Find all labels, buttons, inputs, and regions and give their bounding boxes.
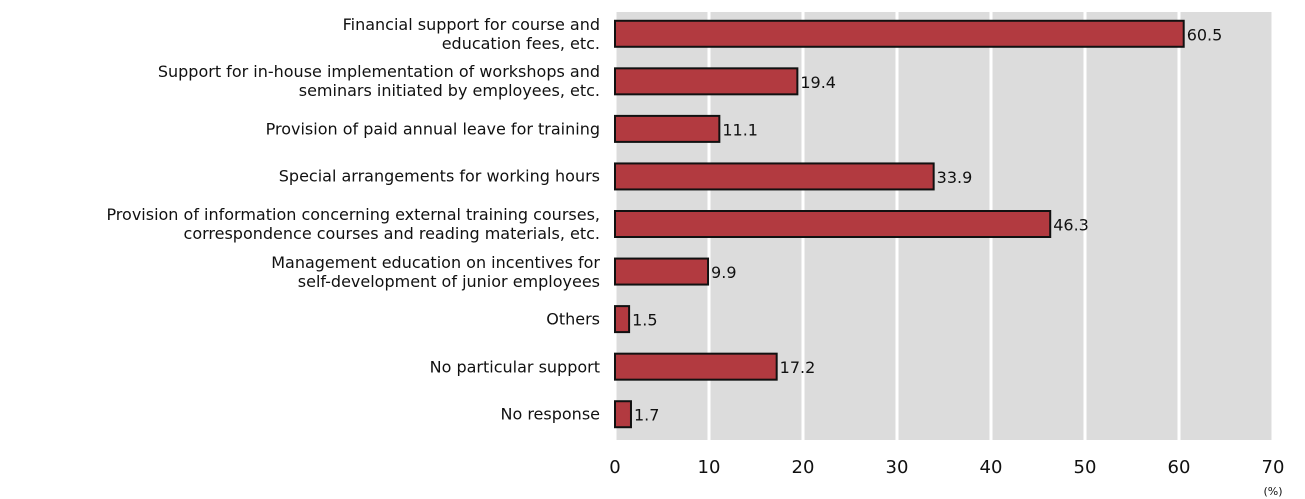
x-tick-label: 70 xyxy=(1262,457,1285,478)
bar xyxy=(614,210,1052,238)
x-tick-label: 40 xyxy=(980,457,1003,478)
category-label: Financial support for course and educati… xyxy=(342,14,600,53)
bar xyxy=(614,114,721,143)
value-label: 1.7 xyxy=(634,406,659,425)
value-label: 60.5 xyxy=(1187,25,1223,44)
bar xyxy=(614,257,710,286)
x-axis-unit: (%) xyxy=(1263,485,1282,498)
x-tick-label: 10 xyxy=(698,457,721,478)
category-label: Others xyxy=(546,309,600,329)
value-label: 46.3 xyxy=(1053,216,1089,235)
x-tick-label: 0 xyxy=(609,457,620,478)
category-label: Provision of information concerning exte… xyxy=(106,205,600,243)
bar xyxy=(614,400,632,429)
bar xyxy=(614,67,799,96)
value-label: 19.4 xyxy=(800,73,836,92)
x-tick-label: 30 xyxy=(886,457,909,478)
category-label: Provision of paid annual leave for train… xyxy=(265,119,600,139)
category-label: No response xyxy=(500,404,600,424)
category-label: Special arrangements for working hours xyxy=(278,166,600,186)
x-tick-label: 60 xyxy=(1168,457,1191,478)
value-label: 9.9 xyxy=(711,263,736,282)
category-label: Support for in-house implementation of w… xyxy=(157,62,600,101)
value-label: 33.9 xyxy=(937,168,973,187)
category-label: Management education on incentives for s… xyxy=(271,252,600,291)
category-label: No particular support xyxy=(429,357,600,377)
bar xyxy=(614,162,935,191)
value-label: 1.5 xyxy=(632,311,657,330)
bar xyxy=(614,19,1185,48)
x-tick-label: 20 xyxy=(792,457,815,478)
value-label: 17.2 xyxy=(780,358,816,377)
x-tick-label: 50 xyxy=(1074,457,1097,478)
bar xyxy=(614,352,778,381)
bar xyxy=(614,305,631,334)
value-label: 11.1 xyxy=(722,120,758,139)
